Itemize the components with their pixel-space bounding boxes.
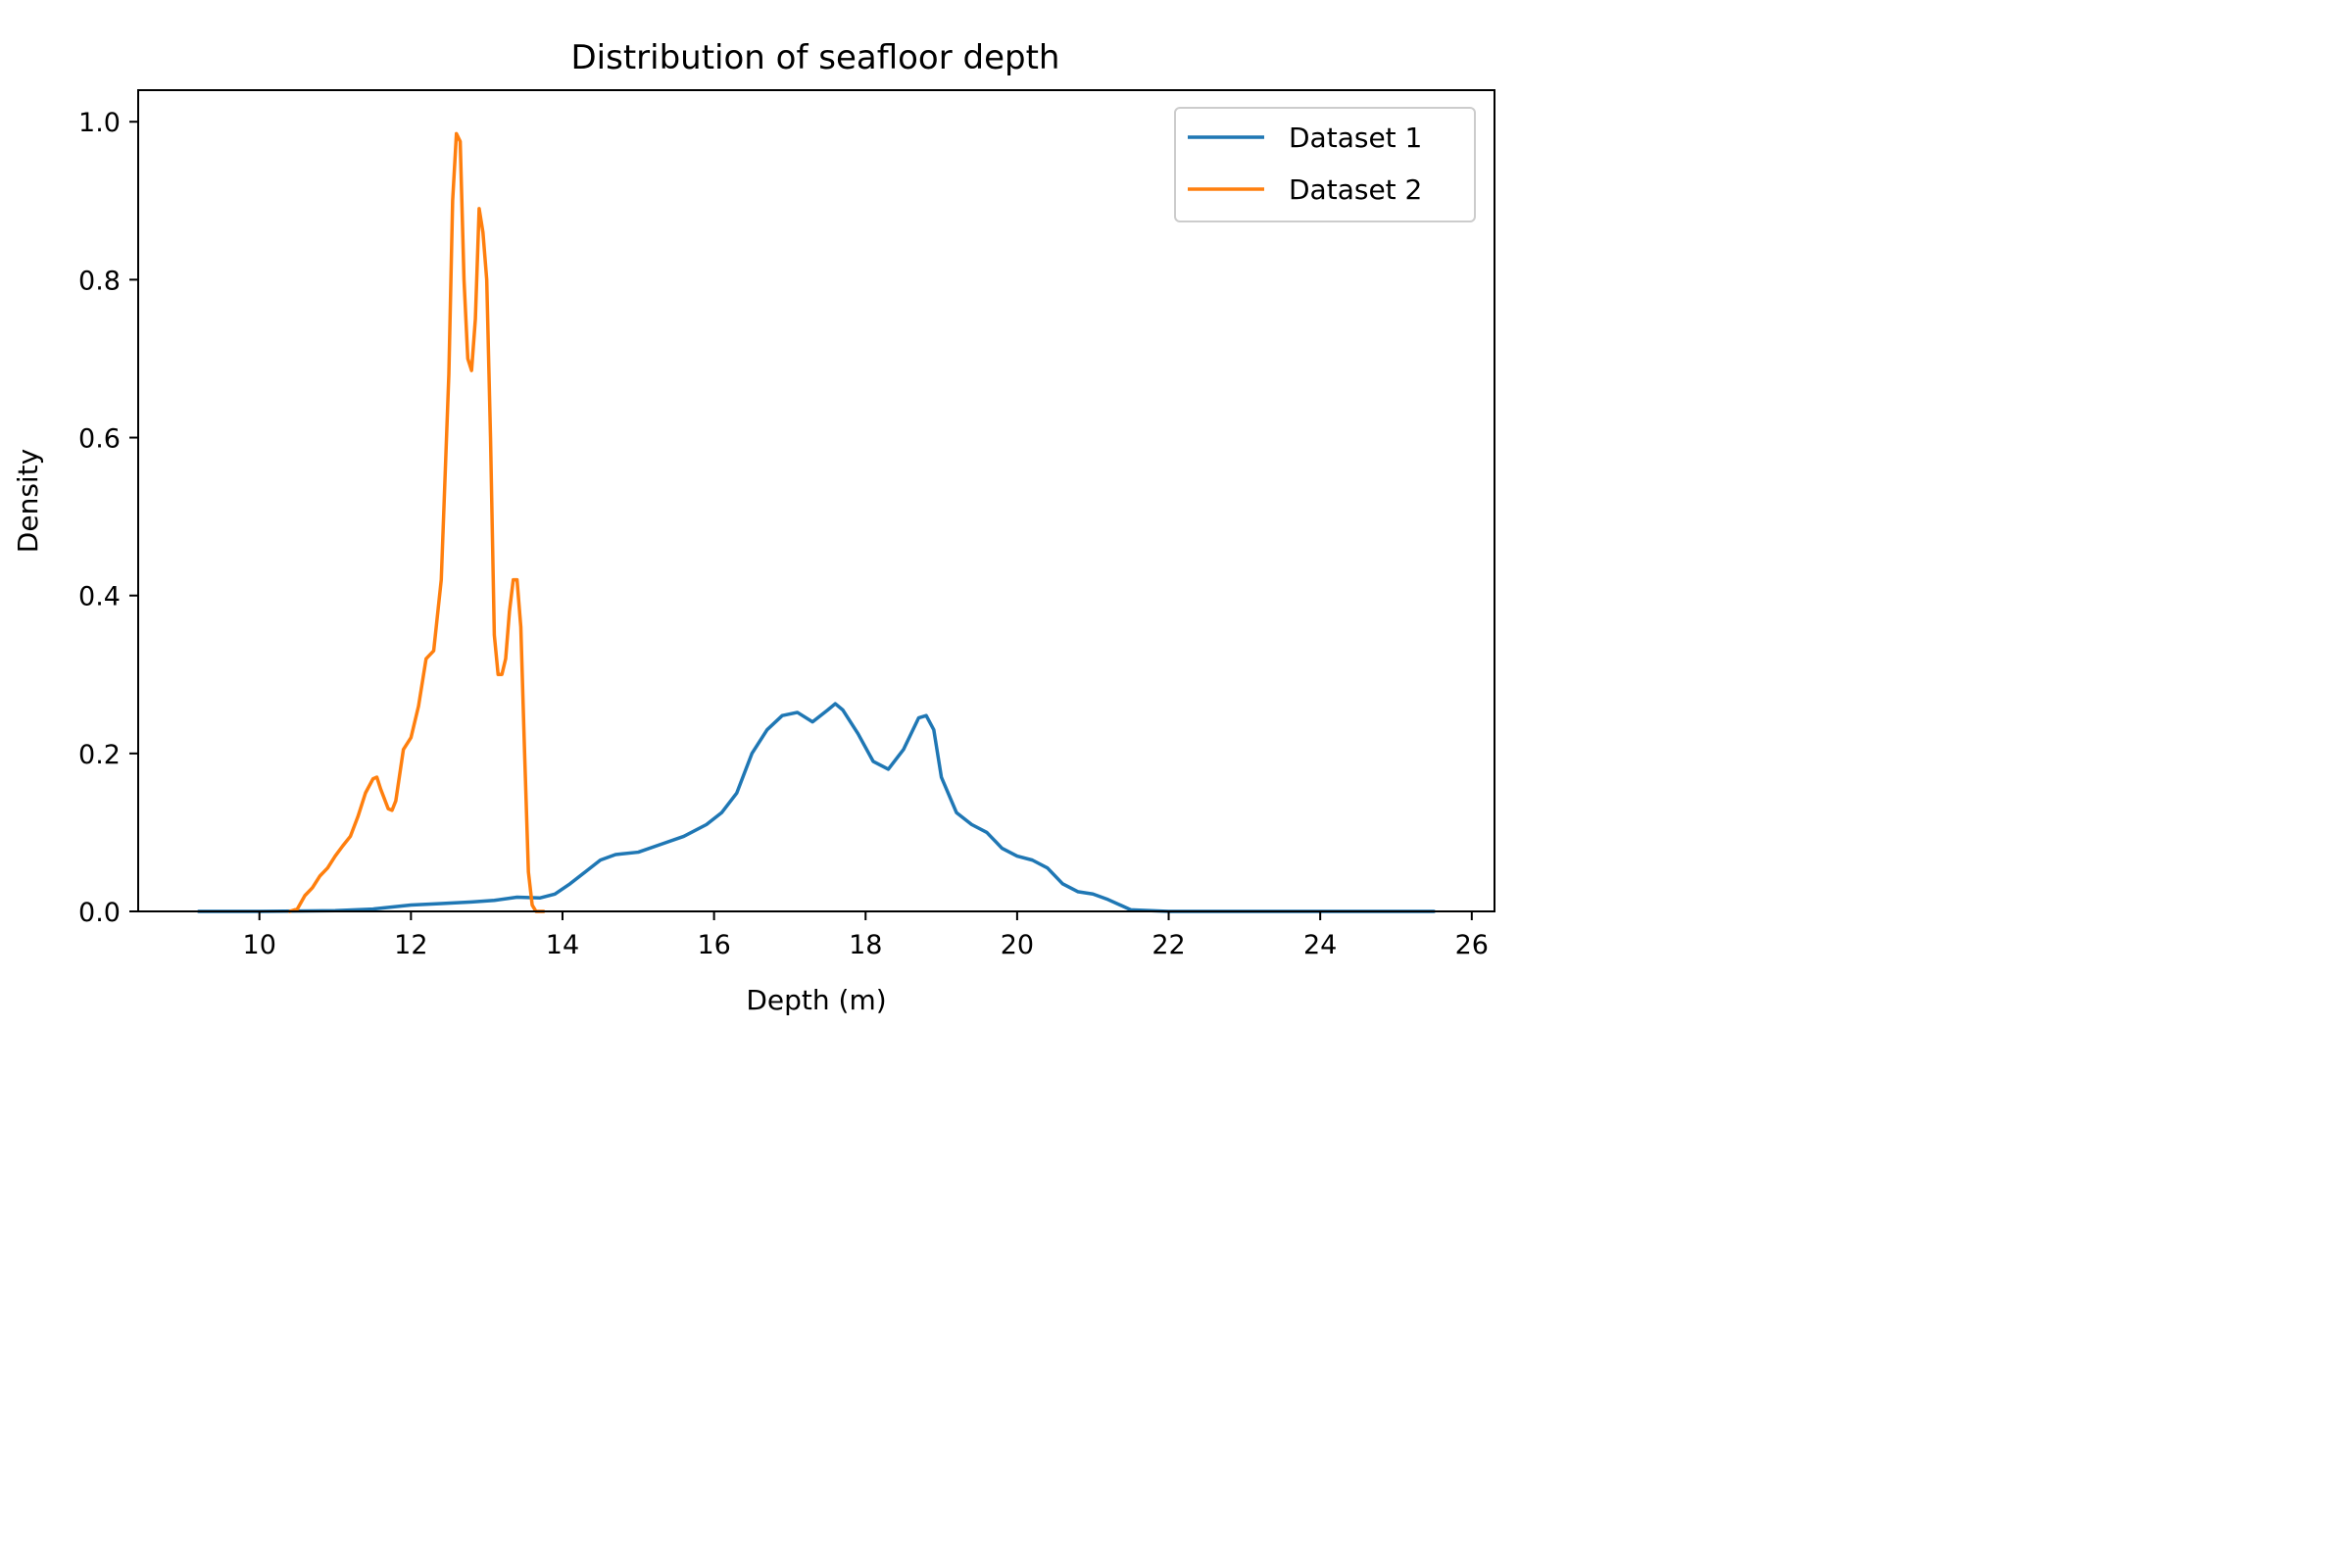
density-chart: Distribution of seafloor depth 10 12 14 16 1… [0, 0, 1515, 1037]
x-tick-label: 18 [849, 930, 882, 960]
y-axis-label: Density [12, 449, 44, 553]
legend: Dataset 1 Dataset 2 [1174, 107, 1476, 222]
series-line-dataset-2 [287, 131, 546, 913]
chart-title: Distribution of seafloor depth [571, 38, 1060, 77]
y-tick-label: 0.2 [78, 740, 121, 770]
x-tick-label: 10 [243, 930, 276, 960]
x-tick-label: 22 [1152, 930, 1185, 960]
y-tick-label: 0.4 [78, 582, 121, 612]
x-tick-label: 20 [1001, 930, 1034, 960]
legend-label-dataset-1: Dataset 1 [1289, 122, 1422, 154]
legend-label-dataset-2: Dataset 2 [1289, 173, 1422, 206]
y-tick-label: 1.0 [78, 108, 121, 138]
x-tick-label: 12 [394, 930, 427, 960]
x-axis-ticks: 10 12 14 16 18 20 22 24 26 [243, 911, 1489, 960]
y-tick-label: 0.0 [78, 898, 121, 928]
y-tick-label: 0.6 [78, 424, 121, 455]
x-axis-label: Depth (m) [746, 984, 886, 1016]
axes-frame [137, 89, 1495, 912]
y-tick-label: 0.8 [78, 266, 121, 296]
x-tick-label: 26 [1455, 930, 1489, 960]
x-tick-label: 24 [1303, 930, 1337, 960]
series-layer [197, 131, 1436, 913]
y-axis-ticks: 0.0 0.2 0.4 0.6 0.8 1.0 [78, 108, 138, 928]
x-tick-label: 16 [697, 930, 730, 960]
x-tick-label: 14 [546, 930, 579, 960]
plot-area [137, 89, 1495, 913]
